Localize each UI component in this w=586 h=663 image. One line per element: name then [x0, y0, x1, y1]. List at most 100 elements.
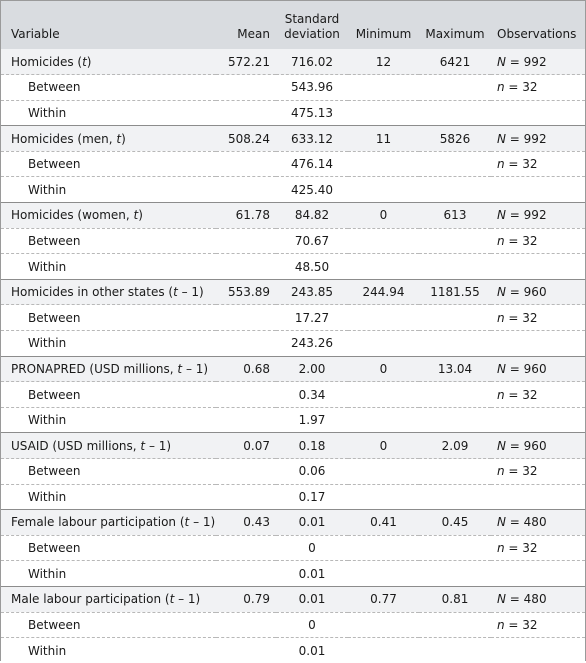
cell-maximum [419, 330, 491, 357]
cell-maximum: 13.04 [419, 356, 491, 383]
variable-label: Within [28, 105, 67, 120]
cell-mean [216, 304, 276, 332]
observations-value: = 32 [504, 541, 538, 556]
cell-variable: Within [1, 484, 216, 511]
cell-variable: Between [1, 612, 216, 639]
variable-label-italic: t [177, 361, 183, 376]
cell-observations [491, 560, 585, 587]
variable-label-italic: t [184, 515, 190, 530]
table-subrow: Between 476.14 n = 32 [1, 151, 585, 178]
variable-label: Homicides in other states ( [11, 285, 174, 300]
table-row: Homicides (women, t) 61.78 84.82 0 613 N = 99… [1, 202, 585, 229]
cell-observations [491, 638, 585, 663]
cell-minimum [348, 407, 419, 434]
table-row: Homicides (t) 572.21 716.02 12 6421 N = 992 [1, 49, 585, 76]
header-sd-line2: deviation [284, 27, 340, 41]
cell-standard-deviation: 70.67 [276, 228, 348, 255]
cell-mean [216, 407, 276, 434]
cell-mean: 0.07 [216, 432, 276, 459]
cell-maximum [419, 151, 491, 178]
table-subrow: Within 0.17 [1, 484, 585, 511]
cell-variable: Between [1, 151, 216, 178]
cell-variable: Within [1, 638, 216, 663]
variable-label: Within [28, 489, 67, 504]
cell-minimum [348, 228, 419, 255]
cell-mean [216, 560, 276, 587]
table-subrow: Within 425.40 [1, 176, 585, 204]
cell-maximum [419, 407, 491, 434]
variable-label-italic: t [133, 208, 139, 223]
observations-symbol: N [497, 361, 506, 376]
table-row: Homicides (men, t) 508.24 633.12 11 5826 N = … [1, 125, 585, 152]
table-subrow: Between 543.96 n = 32 [1, 74, 585, 101]
cell-maximum [419, 228, 491, 255]
cell-minimum [348, 484, 419, 511]
cell-minimum: 0.77 [348, 586, 419, 613]
variable-label: USAID (USD millions, [11, 438, 141, 453]
variable-label: Within [28, 259, 67, 274]
cell-standard-deviation: 716.02 [276, 49, 348, 76]
table-subrow: Within 243.26 [1, 330, 585, 357]
cell-variable: Between [1, 381, 216, 408]
cell-standard-deviation: 0.34 [276, 381, 348, 408]
cell-observations: n = 32 [491, 151, 585, 178]
table-row: USAID (USD millions, t – 1) 0.07 0.18 0 2.09… [1, 432, 585, 459]
cell-mean: 0.68 [216, 356, 276, 383]
cell-mean [216, 330, 276, 357]
variable-label-suffix: ) [138, 208, 143, 223]
cell-maximum: 0.45 [419, 509, 491, 536]
cell-minimum: 12 [348, 49, 419, 76]
table-row: Homicides in other states (t – 1) 553.89 2… [1, 279, 585, 306]
table-subrow: Between 70.67 n = 32 [1, 228, 585, 255]
cell-variable: Homicides (women, t) [1, 202, 216, 229]
cell-mean: 61.78 [216, 202, 276, 229]
observations-value: = 992 [505, 131, 547, 146]
header-maximum: Maximum [425, 27, 485, 41]
cell-observations: n = 32 [491, 535, 585, 562]
observations-symbol: N [497, 208, 506, 223]
variable-label: Between [28, 157, 81, 172]
cell-observations [491, 100, 585, 127]
observations-value: = 992 [505, 208, 547, 223]
cell-variable: PRONAPRED (USD millions, t – 1) [1, 356, 216, 383]
cell-standard-deviation: 633.12 [276, 125, 348, 152]
variable-label: Between [28, 617, 81, 632]
cell-observations: n = 32 [491, 612, 585, 639]
cell-standard-deviation: 243.26 [276, 330, 348, 357]
cell-maximum: 6421 [419, 49, 491, 76]
cell-minimum [348, 330, 419, 357]
cell-standard-deviation: 0.01 [276, 586, 348, 613]
variable-label: Between [28, 464, 81, 479]
variable-label: Homicides ( [11, 54, 83, 69]
variable-label: Homicides (women, [11, 208, 134, 223]
cell-variable: Between [1, 458, 216, 485]
cell-minimum: 0 [348, 202, 419, 229]
observations-value: = 992 [505, 54, 547, 69]
observations-value: = 32 [504, 233, 538, 248]
cell-minimum [348, 560, 419, 587]
variable-label: Between [28, 541, 81, 556]
variable-label-suffix: ) [86, 54, 92, 69]
cell-mean: 508.24 [216, 125, 276, 152]
cell-mean [216, 253, 276, 280]
observations-value: = 32 [504, 617, 538, 632]
cell-observations [491, 253, 585, 280]
cell-maximum [419, 612, 491, 639]
variable-label-suffix: – 1) [177, 285, 204, 300]
cell-variable: Female labour participation (t – 1) [1, 509, 216, 536]
cell-standard-deviation: 84.82 [276, 202, 348, 229]
table-row: Male labour participation (t – 1) 0.79 0.0… [1, 586, 585, 613]
observations-value: = 960 [505, 438, 547, 453]
cell-minimum [348, 638, 419, 663]
cell-observations: n = 32 [491, 304, 585, 332]
table-subrow: Within 1.97 [1, 407, 585, 434]
cell-maximum [419, 176, 491, 204]
observations-symbol: n [497, 80, 505, 95]
observations-value: = 960 [505, 285, 547, 300]
cell-maximum [419, 484, 491, 511]
variable-label: Within [28, 336, 67, 351]
cell-minimum: 0.41 [348, 509, 419, 536]
cell-observations: n = 32 [491, 381, 585, 408]
cell-maximum: 613 [419, 202, 491, 229]
